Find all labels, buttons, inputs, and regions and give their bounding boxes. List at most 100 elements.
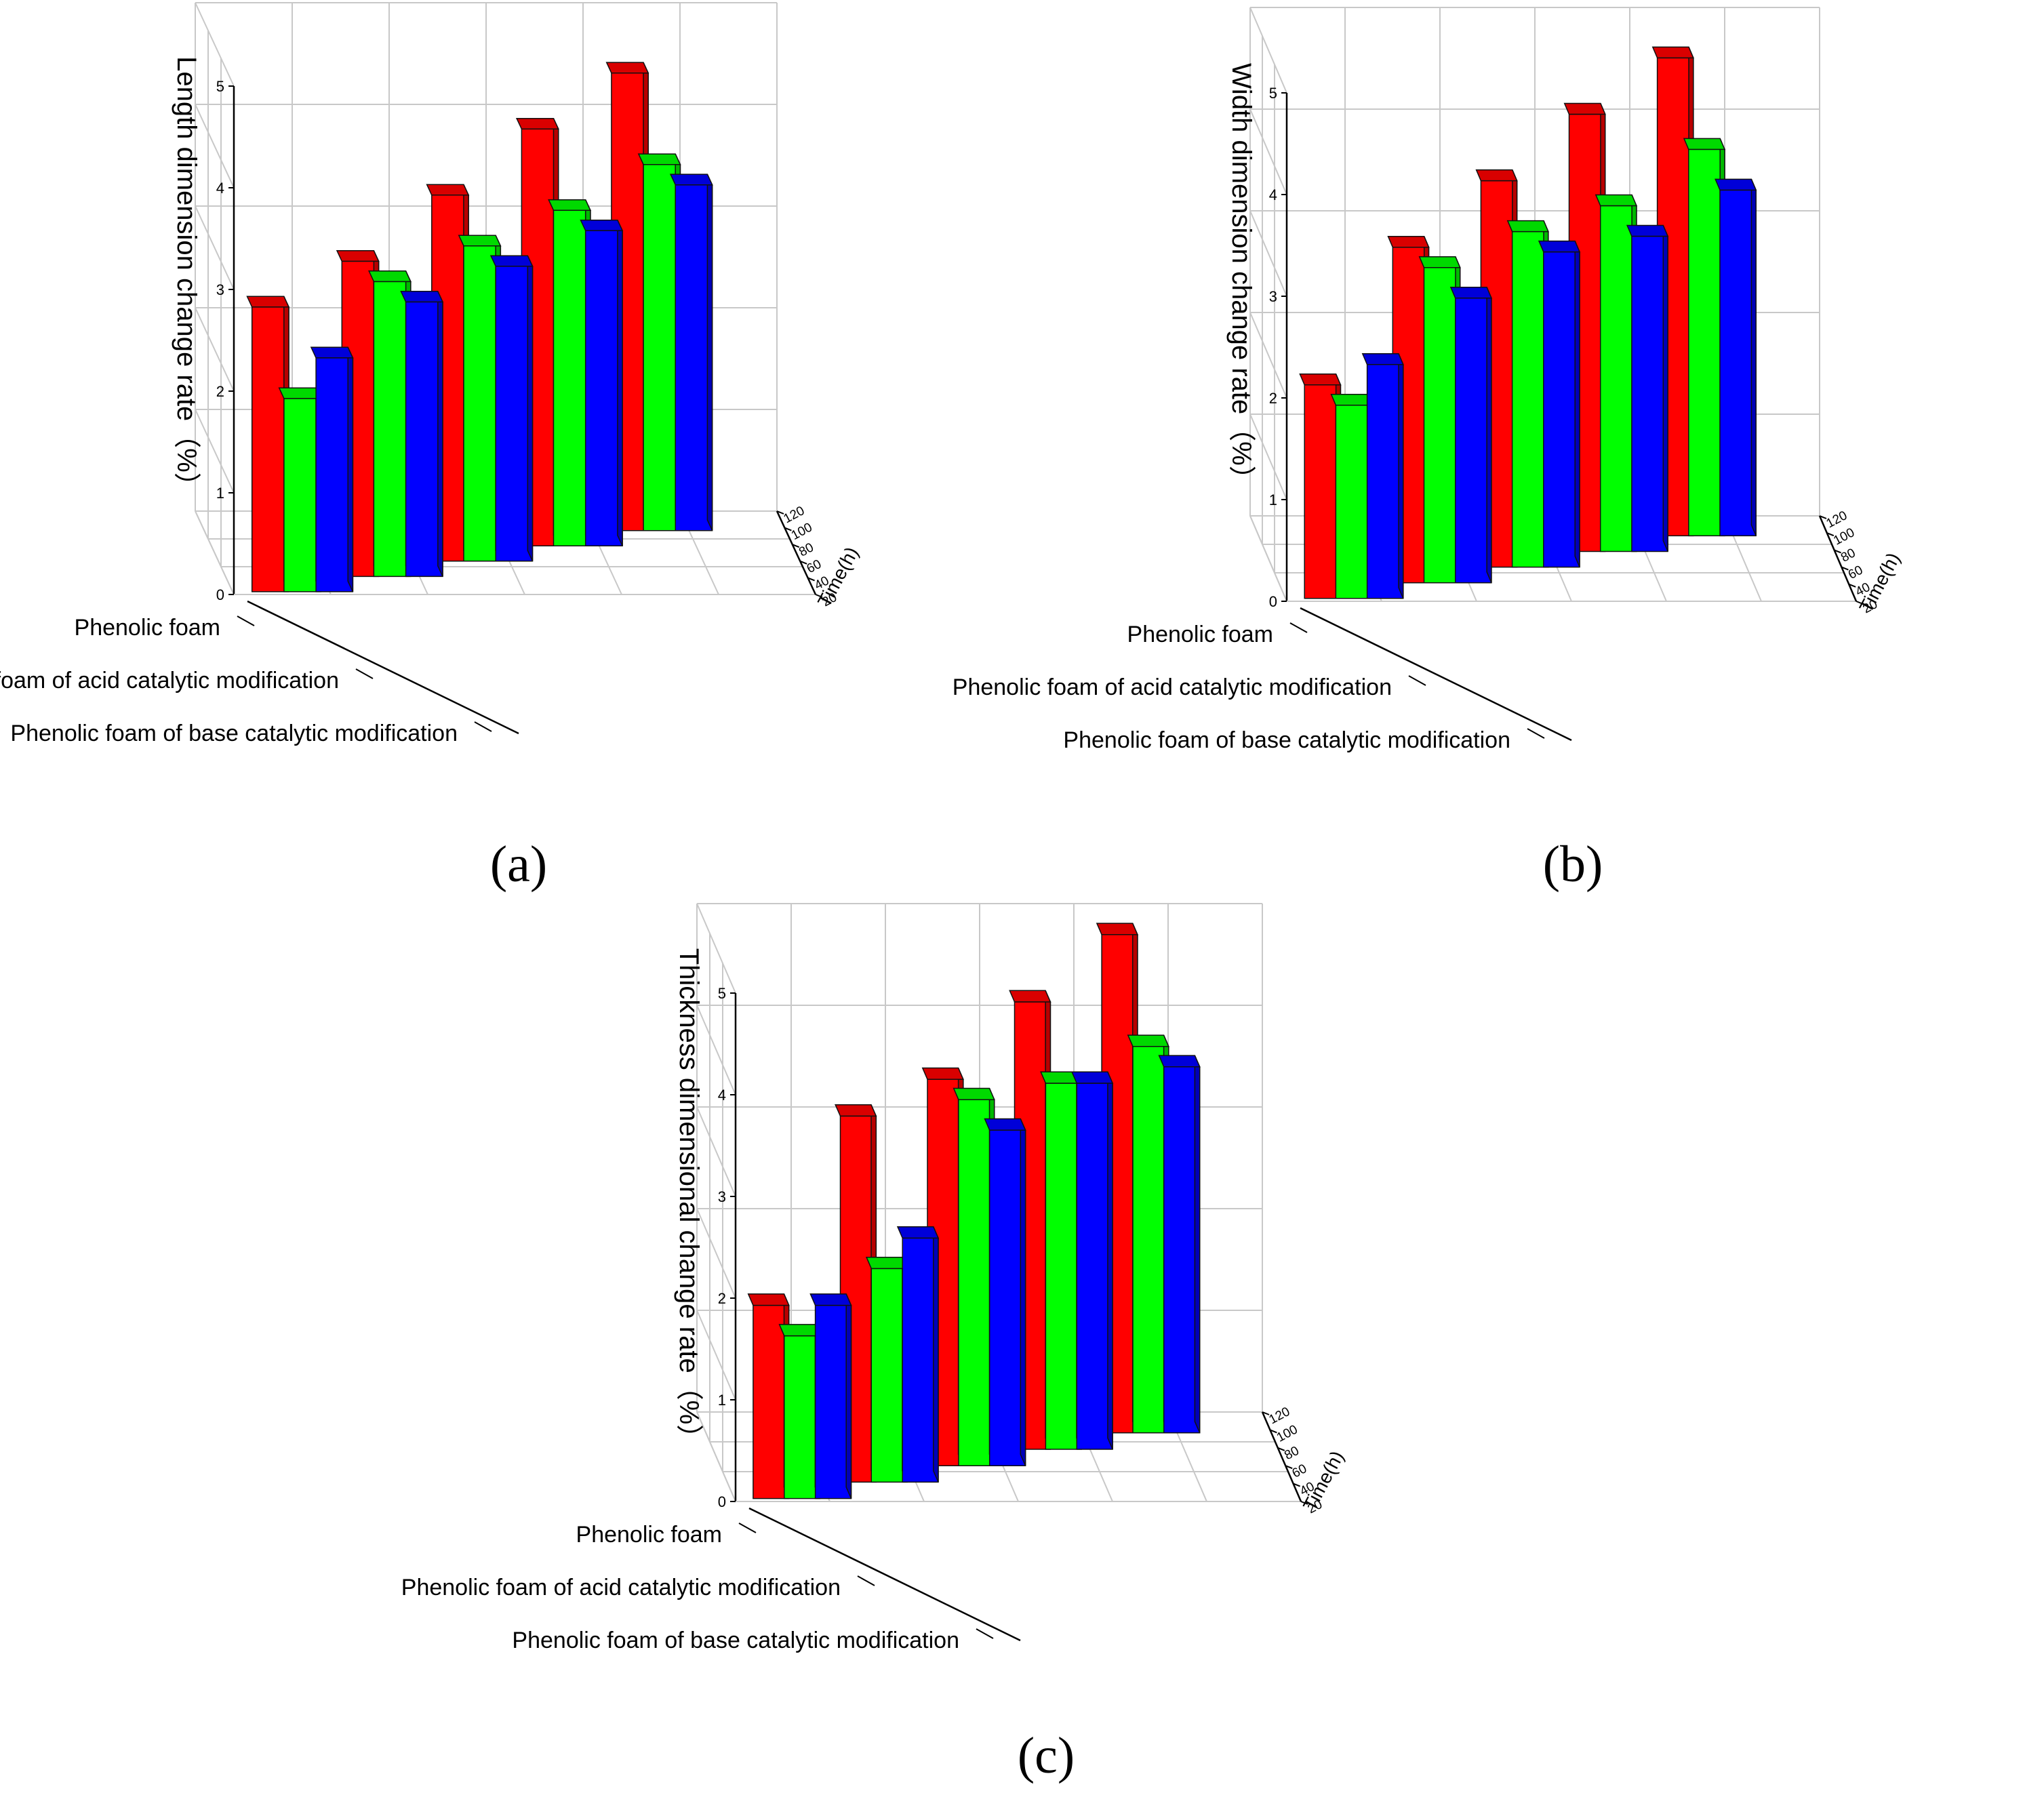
category-tick xyxy=(1408,675,1426,686)
side-wall-gridline xyxy=(1249,210,1287,297)
category-axis-line xyxy=(748,1507,1021,1642)
time-axis-tick xyxy=(815,594,823,598)
bar-side-face xyxy=(617,220,623,546)
bar-base-t100 xyxy=(1158,1055,1201,1434)
bar-base-t20 xyxy=(809,1293,852,1499)
bar-acid-t20 xyxy=(778,1324,821,1499)
bar-front-face xyxy=(584,230,623,547)
side-wall-gridline xyxy=(696,1106,736,1197)
time-axis-tick xyxy=(1848,583,1856,588)
category-label: Phenolic foam of base catalytic modifica… xyxy=(10,721,458,746)
bar-front-face xyxy=(1719,189,1757,537)
time-axis-line xyxy=(1818,515,1858,602)
side-wall-gridline xyxy=(696,1208,736,1299)
bar-top-face xyxy=(1330,394,1373,406)
bar-top-face xyxy=(1563,102,1606,115)
bar-top-face xyxy=(1127,1034,1169,1047)
bar-top-face xyxy=(1158,1055,1201,1068)
side-wall-gridline xyxy=(195,2,235,87)
bar-top-face xyxy=(515,117,559,130)
bar-top-face xyxy=(310,346,354,359)
bar-top-face xyxy=(1506,220,1549,233)
category-tick xyxy=(738,1522,757,1533)
bar-base-t20 xyxy=(1361,353,1404,599)
bar-base-t40 xyxy=(400,291,444,578)
side-wall-gridline xyxy=(696,1005,736,1095)
bar-front-face xyxy=(1511,230,1549,568)
bar-front-face xyxy=(1631,235,1668,552)
time-tick-label: 60 xyxy=(805,557,824,576)
bar-top-face xyxy=(778,1324,821,1337)
bar-top-face xyxy=(747,1293,790,1306)
bar-base-t60 xyxy=(489,255,534,562)
panel-label-a: (a) xyxy=(490,836,547,893)
bar-front-face xyxy=(463,245,502,562)
bar-base-t60 xyxy=(1538,240,1581,568)
bar-base-t60 xyxy=(984,1118,1026,1466)
z-tick-label: 3 xyxy=(216,281,224,298)
z-tick-label: 4 xyxy=(216,180,224,197)
z-tick-label: 0 xyxy=(216,586,224,603)
panel-label-c: (c) xyxy=(1018,1727,1075,1784)
time-axis-tick xyxy=(807,577,815,582)
bar-top-face xyxy=(1651,46,1694,59)
time-axis-tick xyxy=(1285,1465,1293,1470)
category-label: Phenolic foam xyxy=(1127,622,1273,647)
bar-top-face xyxy=(1361,353,1404,365)
time-axis-tick xyxy=(1300,1501,1308,1505)
bar-top-face xyxy=(458,235,502,247)
bar-acid-t100 xyxy=(637,153,681,531)
time-axis-tick xyxy=(792,544,800,548)
bar-top-face xyxy=(278,387,322,399)
bar-phenolic-t20 xyxy=(246,296,290,592)
bar-front-face xyxy=(405,301,443,578)
bar-top-face xyxy=(489,255,534,267)
bar-top-face xyxy=(921,1067,964,1080)
bar-base-t100 xyxy=(669,174,713,531)
time-axis-tick xyxy=(799,560,807,565)
time-axis-tick xyxy=(1270,1429,1277,1434)
z-tick-label: 5 xyxy=(718,985,726,1002)
bar-side-face xyxy=(845,1293,852,1499)
bar-front-face xyxy=(1688,148,1725,537)
bar-acid-t80 xyxy=(1595,194,1638,552)
z-tick-label: 2 xyxy=(1269,390,1277,407)
bar-acid-t80 xyxy=(1040,1071,1083,1450)
bar-top-face xyxy=(1715,178,1757,191)
bar-top-face xyxy=(605,62,649,74)
side-wall-gridline xyxy=(195,205,235,290)
time-axis-tick xyxy=(1262,1411,1270,1415)
bar-side-face xyxy=(1398,353,1404,599)
z-tick-label: 3 xyxy=(718,1188,726,1205)
category-tick xyxy=(1289,622,1308,633)
bar-top-face xyxy=(1475,169,1518,182)
z-tick-label: 2 xyxy=(216,383,224,400)
time-axis-tick xyxy=(1293,1483,1300,1487)
category-label: Phenolic foam xyxy=(75,615,220,641)
bar-top-face xyxy=(637,153,681,165)
time-tick-label: 120 xyxy=(1266,1405,1292,1427)
bar-front-face xyxy=(1304,384,1342,599)
z-tick-label: 1 xyxy=(718,1392,726,1409)
bar-top-face xyxy=(953,1087,995,1100)
bar-phenolic-t20 xyxy=(1299,374,1342,599)
time-tick-label: 100 xyxy=(789,521,815,543)
category-label: Phenolic foam of base catalytic modifica… xyxy=(1063,727,1510,753)
bar-side-face xyxy=(1574,241,1580,567)
category-label: Phenolic foam of acid catalytic modifica… xyxy=(0,668,339,693)
side-wall-gridline xyxy=(1249,108,1287,195)
bar-base-t80 xyxy=(1626,224,1669,552)
bar-top-face xyxy=(1626,224,1669,237)
bar-front-face xyxy=(553,209,591,547)
bar-side-face xyxy=(1107,1072,1113,1450)
bar-top-face xyxy=(1595,194,1638,207)
bar-side-face xyxy=(347,346,354,592)
bar-top-face xyxy=(865,1256,908,1270)
side-wall-gridline xyxy=(696,1411,736,1502)
bar-side-face xyxy=(1750,179,1757,536)
time-tick-label: 60 xyxy=(1846,563,1866,582)
time-axis-tick xyxy=(784,527,792,531)
bar-acid-t60 xyxy=(953,1087,995,1466)
z-tick-label: 0 xyxy=(1269,593,1277,610)
